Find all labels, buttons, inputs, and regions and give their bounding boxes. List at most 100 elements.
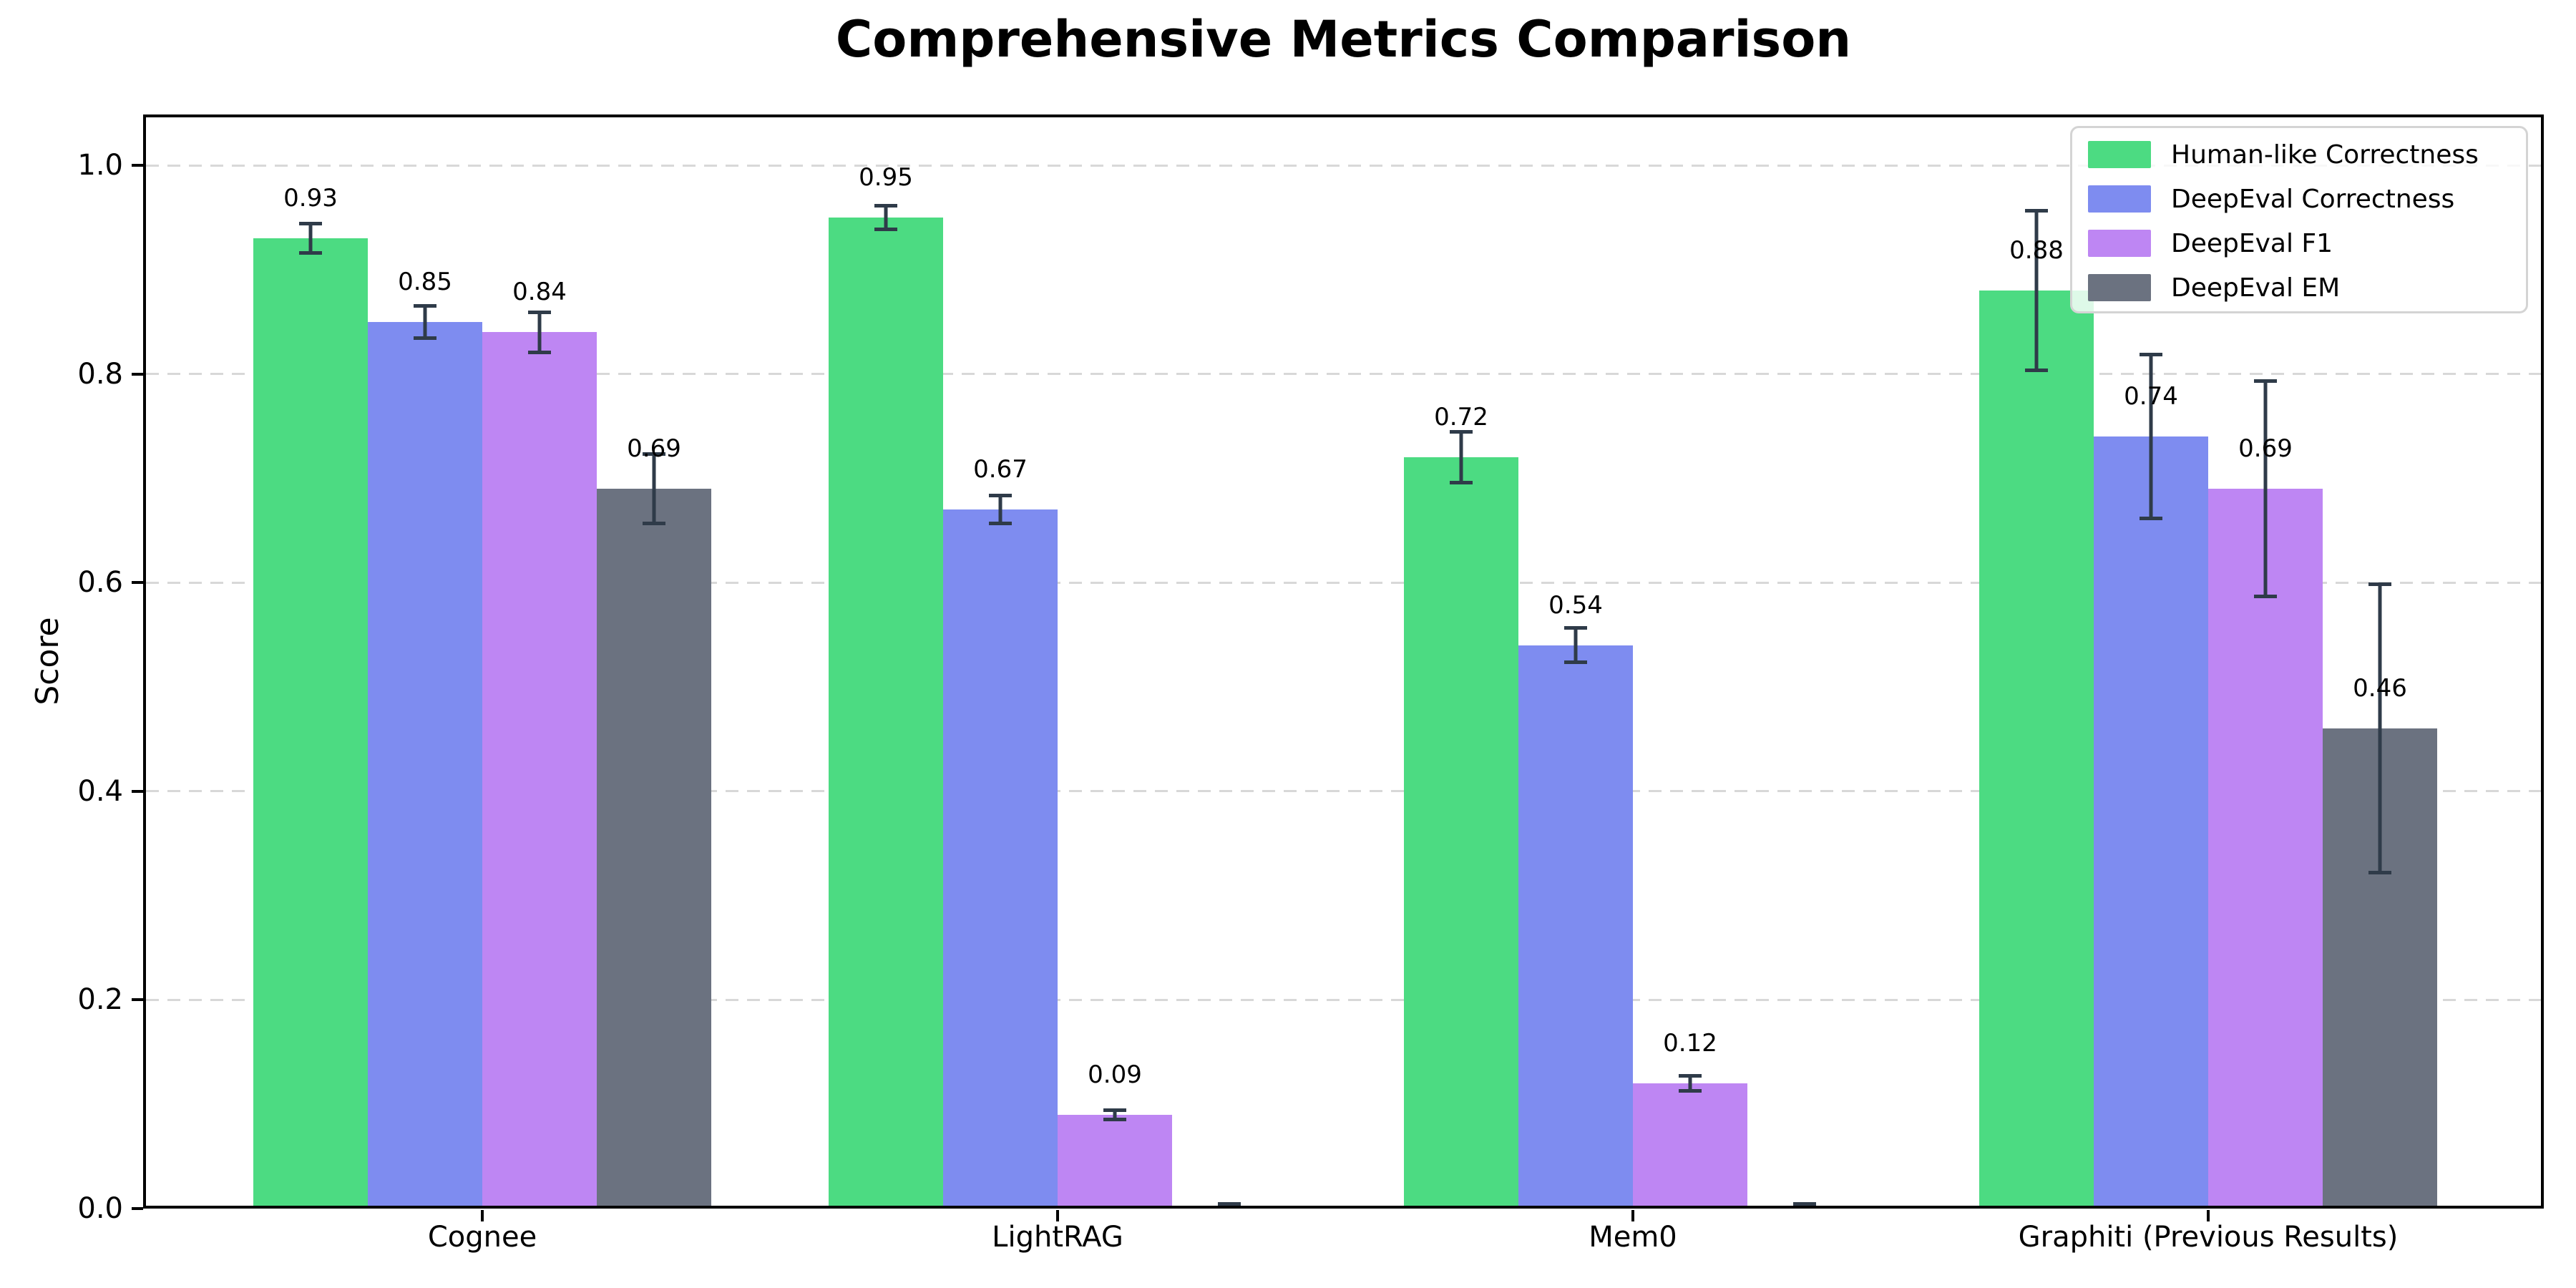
y-tick-label: 1.0 bbox=[77, 149, 123, 182]
error-bar-cap-bottom bbox=[1679, 1089, 1702, 1093]
bar bbox=[1633, 1083, 1747, 1206]
bar-value-label: 0.46 bbox=[2353, 674, 2407, 703]
error-bar-line bbox=[884, 203, 888, 231]
bar bbox=[253, 238, 368, 1206]
error-bar-cap-bottom bbox=[989, 522, 1012, 526]
bar-value-label: 0.88 bbox=[2009, 236, 2064, 265]
error-bar bbox=[2025, 209, 2048, 372]
gridline bbox=[146, 581, 2541, 584]
bar bbox=[1404, 457, 1518, 1206]
bar-value-label: 0.93 bbox=[283, 184, 338, 213]
legend-item: DeepEval Correctness bbox=[2072, 177, 2526, 221]
bar bbox=[2094, 436, 2208, 1206]
x-tick bbox=[1631, 1210, 1634, 1221]
error-bar-cap-top bbox=[2025, 209, 2048, 213]
error-bar bbox=[299, 221, 322, 255]
bar-value-label: 0.12 bbox=[1663, 1029, 1717, 1058]
legend-item: DeepEval EM bbox=[2072, 265, 2526, 310]
error-bar-cap-top bbox=[414, 303, 436, 308]
legend-label: DeepEval F1 bbox=[2171, 228, 2333, 258]
error-bar-cap-top bbox=[1679, 1073, 1702, 1078]
bar-value-label: 0.54 bbox=[1548, 591, 1603, 620]
error-bar-line bbox=[2034, 209, 2039, 372]
legend-swatch bbox=[2088, 141, 2151, 168]
error-bar-cap-bottom bbox=[414, 336, 436, 340]
bar-value-label: 0.95 bbox=[859, 163, 913, 192]
error-bar-line bbox=[423, 303, 427, 340]
plot-area: 0.93 0.95 0.72 0.88 0.85 0.67 0.54 0.74 0.84 0.09… bbox=[143, 114, 2544, 1209]
bar bbox=[2208, 489, 2323, 1206]
error-bar bbox=[1564, 626, 1587, 664]
legend-swatch bbox=[2088, 274, 2151, 301]
error-bar-cap-bottom bbox=[2025, 368, 2048, 372]
error-bar-cap-bottom bbox=[528, 350, 551, 354]
error-bar-line bbox=[998, 494, 1002, 526]
bar bbox=[368, 322, 482, 1206]
error-bar bbox=[1679, 1073, 1702, 1093]
bar bbox=[1518, 645, 1633, 1206]
error-bar-cap-top bbox=[874, 203, 897, 208]
error-bar-line bbox=[1113, 1108, 1117, 1121]
legend-item: DeepEval F1 bbox=[2072, 221, 2526, 265]
legend-label: Human-like Correctness bbox=[2171, 140, 2479, 170]
bar-value-label: 0.85 bbox=[398, 268, 452, 296]
error-bar-line bbox=[2149, 353, 2153, 520]
bar bbox=[597, 489, 711, 1206]
gridline bbox=[146, 164, 2541, 167]
x-tick-label: Cognee bbox=[427, 1221, 537, 1254]
y-tick-label: 0.0 bbox=[77, 1192, 123, 1225]
x-tick-label: LightRAG bbox=[992, 1221, 1123, 1254]
error-bar-cap-bottom bbox=[643, 522, 665, 526]
bar-value-label: 0.67 bbox=[973, 455, 1028, 484]
y-tick bbox=[132, 581, 143, 585]
error-bar-cap-top bbox=[528, 310, 551, 314]
error-bar-cap-top bbox=[1793, 1202, 1816, 1206]
error-bar bbox=[1450, 430, 1473, 485]
legend-item: Human-like Correctness bbox=[2072, 132, 2526, 177]
gridline bbox=[146, 998, 2541, 1001]
y-tick-label: 0.8 bbox=[77, 357, 123, 391]
gridline bbox=[146, 373, 2541, 376]
bar-value-label: 0.84 bbox=[512, 278, 567, 306]
error-bar bbox=[528, 310, 551, 354]
error-bar-cap-bottom bbox=[1450, 481, 1473, 485]
error-bar-cap-top bbox=[2368, 582, 2391, 587]
x-tick bbox=[481, 1210, 484, 1221]
x-tick-label: Mem0 bbox=[1589, 1221, 1677, 1254]
bar-value-label: 0.72 bbox=[1434, 403, 1488, 431]
error-bar-line bbox=[1574, 626, 1578, 664]
bar-value-label: 0.09 bbox=[1088, 1060, 1142, 1089]
error-bar-cap-top bbox=[989, 494, 1012, 498]
error-bar-line bbox=[1688, 1073, 1692, 1093]
bar bbox=[482, 332, 597, 1206]
y-tick-label: 0.2 bbox=[77, 983, 123, 1017]
error-bar-cap-bottom bbox=[299, 251, 322, 255]
error-bar-cap-bottom bbox=[2140, 516, 2162, 520]
error-bar-cap-top bbox=[299, 221, 322, 225]
x-tick bbox=[1056, 1210, 1059, 1221]
error-bar-cap-bottom bbox=[1103, 1117, 1126, 1121]
error-bar bbox=[989, 494, 1012, 526]
legend-swatch bbox=[2088, 185, 2151, 213]
error-bar-line bbox=[2263, 379, 2268, 599]
error-bar bbox=[1218, 1202, 1241, 1206]
legend-swatch bbox=[2088, 230, 2151, 257]
error-bar-cap-bottom bbox=[2368, 871, 2391, 875]
legend-label: DeepEval EM bbox=[2171, 273, 2341, 303]
error-bar-line bbox=[652, 452, 656, 526]
error-bar bbox=[2254, 379, 2277, 599]
gridline bbox=[146, 790, 2541, 793]
bar-value-label: 0.74 bbox=[2124, 382, 2178, 411]
x-tick-label: Graphiti (Previous Results) bbox=[2018, 1221, 2399, 1254]
x-tick bbox=[2207, 1210, 2210, 1221]
bar bbox=[1058, 1115, 1172, 1206]
error-bar bbox=[2140, 353, 2162, 520]
error-bar bbox=[1103, 1108, 1126, 1121]
error-bar-line bbox=[308, 221, 313, 255]
error-bar bbox=[1793, 1202, 1816, 1206]
error-bar-cap-bottom bbox=[1564, 660, 1587, 664]
bar bbox=[1979, 291, 2094, 1206]
bar bbox=[829, 218, 943, 1206]
y-tick bbox=[132, 372, 143, 376]
plot-inner: 0.93 0.95 0.72 0.88 0.85 0.67 0.54 0.74 0.84 0.09… bbox=[146, 117, 2541, 1206]
